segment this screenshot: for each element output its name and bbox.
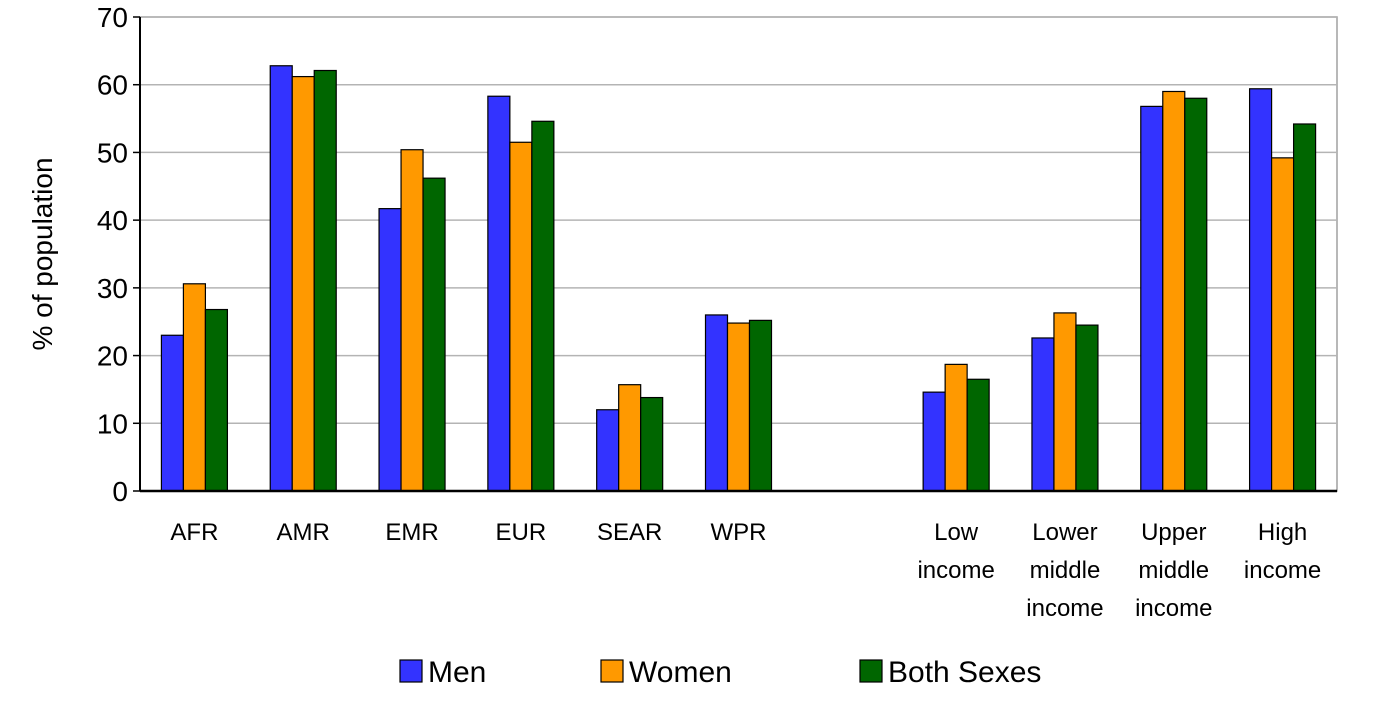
bar-women-3: [509, 141, 533, 492]
y-tick-label: 70: [97, 2, 128, 33]
y-tick-label: 50: [97, 137, 128, 168]
x-tick-label: High: [1258, 519, 1307, 546]
bar-both-sexes-9: [1184, 97, 1208, 492]
bar-women-5: [726, 322, 751, 492]
y-tick-label: 40: [97, 205, 128, 236]
bar-women-10: [1270, 157, 1295, 492]
labels: 0 10 20 30 40 50 60 70 % of population AFR AMR EMR E…: [27, 2, 1321, 622]
x-tick-label: income: [1026, 595, 1103, 622]
bar-men-4: [596, 409, 620, 492]
bar-both-sexes-2: [422, 177, 446, 492]
bar-both-sexes-7: [966, 378, 990, 492]
x-tick-label: income: [1244, 557, 1321, 584]
bar-women-2: [400, 149, 424, 492]
bar-women-9: [1162, 90, 1186, 492]
bar-both-sexes-4: [640, 396, 664, 492]
legend-swatch-women: [600, 659, 624, 683]
axes: [133, 16, 1337, 493]
legend: Men Women Both Sexes: [399, 656, 1041, 689]
bar-men-7: [922, 391, 946, 492]
bars: [160, 65, 1317, 492]
bar-men-8: [1031, 337, 1055, 492]
x-tick-label: AMR: [277, 519, 330, 546]
x-tick-label: WPR: [711, 519, 767, 546]
bar-men-2: [378, 208, 402, 492]
x-tick-label: AFR: [170, 519, 218, 546]
x-tick-label: middle: [1138, 557, 1209, 584]
x-tick-label: Low: [934, 519, 979, 546]
legend-swatch-both-sexes: [859, 659, 883, 683]
y-tick-label: 30: [97, 273, 128, 304]
legend-label: Women: [629, 656, 732, 689]
bar-both-sexes-8: [1075, 324, 1099, 492]
bar-both-sexes-10: [1292, 123, 1317, 492]
bar-men-9: [1140, 105, 1164, 492]
x-tick-label: middle: [1030, 557, 1101, 584]
x-tick-label: Upper: [1141, 519, 1206, 546]
bar-both-sexes-0: [204, 308, 229, 492]
y-tick-label: 20: [97, 341, 128, 372]
bar-men-10: [1248, 88, 1273, 492]
bar-both-sexes-5: [748, 319, 773, 492]
legend-label: Both Sexes: [888, 656, 1041, 689]
x-tick-label: income: [1135, 595, 1212, 622]
x-tick-label: Lower: [1032, 519, 1097, 546]
bar-men-5: [704, 314, 729, 492]
bar-men-1: [269, 65, 293, 492]
legend-label: Men: [428, 656, 486, 689]
y-tick-label: 0: [112, 476, 128, 507]
y-axis-label: % of population: [27, 157, 58, 350]
y-tick-label: 10: [97, 408, 128, 439]
x-tick-label: SEAR: [597, 519, 662, 546]
bar-both-sexes-1: [313, 69, 337, 492]
bar-women-8: [1053, 312, 1077, 492]
x-tick-label: income: [917, 557, 994, 584]
bar-women-0: [182, 283, 207, 492]
x-tick-label: EMR: [385, 519, 438, 546]
bar-women-4: [618, 384, 642, 492]
y-tick-label: 60: [97, 70, 128, 101]
bar-men-3: [487, 95, 511, 492]
legend-swatch-men: [399, 659, 423, 683]
bar-women-7: [944, 363, 968, 492]
bar-women-1: [291, 75, 315, 492]
x-tick-label: EUR: [496, 519, 547, 546]
bar-men-0: [160, 334, 185, 492]
bar-both-sexes-3: [531, 120, 555, 492]
